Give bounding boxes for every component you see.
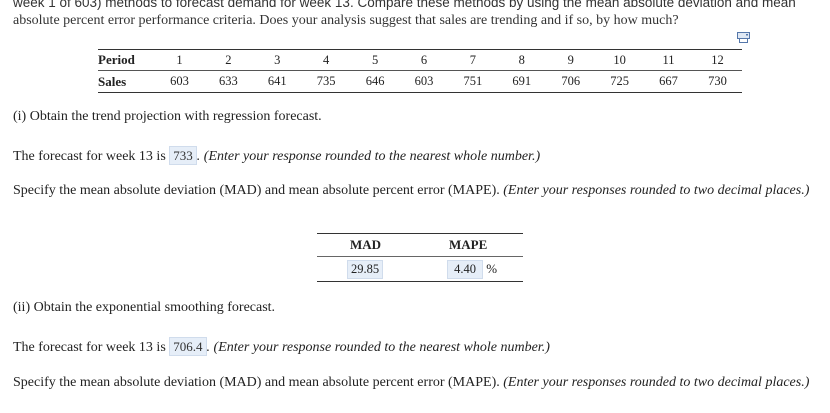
mape-cell: 4.40 % bbox=[420, 256, 523, 282]
mape-header: MAPE bbox=[420, 233, 523, 257]
sales-cell: 646 bbox=[350, 70, 400, 93]
sales-row: Sales 603 633 641 735 646 603 751 691 70… bbox=[98, 70, 742, 93]
part2-forecast-line: The forecast for week 13 is 706.4. (Ente… bbox=[13, 337, 550, 356]
period-cell: 9 bbox=[546, 49, 596, 71]
part1-heading: (i) Obtain the trend projection with reg… bbox=[13, 109, 322, 124]
part2-mad-prompt-text: Specify the mean absolute deviation (MAD… bbox=[13, 375, 500, 390]
part2-mad-hint: (Enter your responses rounded to two dec… bbox=[503, 375, 810, 390]
part1-forecast-line: The forecast for week 13 is 733. (Enter … bbox=[13, 146, 540, 165]
sales-cell: 603 bbox=[155, 70, 204, 93]
mad-cell: 29.85 bbox=[317, 256, 420, 282]
part1-results-table: MAD MAPE 29.85 4.40 % bbox=[317, 233, 523, 282]
mape-answer[interactable]: 4.40 bbox=[447, 259, 483, 279]
period-cell: 8 bbox=[497, 49, 547, 71]
part2-forecast-prefix: The forecast for week 13 is bbox=[13, 340, 166, 355]
sales-cell: 603 bbox=[399, 70, 449, 93]
part1-forecast-answer[interactable]: 733 bbox=[169, 146, 197, 165]
period-cell: 2 bbox=[203, 49, 253, 71]
sales-cell: 751 bbox=[448, 70, 498, 93]
part1-mad-prompt-text: Specify the mean absolute deviation (MAD… bbox=[13, 183, 500, 198]
mad-answer[interactable]: 29.85 bbox=[347, 259, 383, 279]
sales-cell: 641 bbox=[252, 70, 302, 93]
sales-header: Sales bbox=[98, 70, 155, 93]
sales-cell: 633 bbox=[203, 70, 253, 93]
period-cell: 6 bbox=[399, 49, 449, 71]
mad-header: MAD bbox=[317, 233, 420, 257]
intro-line-2: absolute percent error performance crite… bbox=[13, 13, 679, 28]
sales-cell: 725 bbox=[595, 70, 645, 93]
sales-cell: 730 bbox=[692, 70, 742, 93]
part1-mad-prompt: Specify the mean absolute deviation (MAD… bbox=[13, 182, 823, 199]
sales-cell: 667 bbox=[644, 70, 693, 93]
sales-cell: 706 bbox=[546, 70, 596, 93]
period-cell: 10 bbox=[595, 49, 645, 71]
part2-heading: (ii) Obtain the exponential smoothing fo… bbox=[13, 300, 276, 315]
period-cell: 4 bbox=[301, 49, 351, 71]
problem-intro: week 1 of 603) methods to forecast deman… bbox=[13, 0, 818, 29]
sales-cell: 735 bbox=[301, 70, 351, 93]
intro-line-1: week 1 of 603) methods to forecast deman… bbox=[13, 0, 796, 10]
sales-cell: 691 bbox=[497, 70, 547, 93]
period-cell: 7 bbox=[448, 49, 498, 71]
period-row: Period 1 2 3 4 5 6 7 8 9 10 11 12 bbox=[98, 49, 742, 71]
period-cell: 3 bbox=[252, 49, 302, 71]
period-cell: 1 bbox=[155, 49, 204, 71]
results-header-row: MAD MAPE bbox=[317, 233, 523, 257]
period-header: Period bbox=[98, 49, 155, 71]
part1-mad-hint: (Enter your responses rounded to two dec… bbox=[503, 183, 810, 198]
part2-forecast-answer[interactable]: 706.4 bbox=[169, 337, 207, 356]
part2-forecast-hint: . (Enter your response rounded to the ne… bbox=[206, 340, 550, 355]
print-icon[interactable] bbox=[737, 32, 750, 43]
results-value-row: 29.85 4.40 % bbox=[317, 256, 523, 282]
period-cell: 5 bbox=[350, 49, 400, 71]
part2-mad-prompt: Specify the mean absolute deviation (MAD… bbox=[13, 374, 823, 391]
data-table: Period 1 2 3 4 5 6 7 8 9 10 11 12 Sales … bbox=[98, 49, 742, 93]
part1-forecast-hint: . (Enter your response rounded to the ne… bbox=[196, 149, 541, 164]
period-cell: 11 bbox=[644, 49, 693, 71]
part1-forecast-prefix: The forecast for week 13 is bbox=[13, 149, 166, 164]
mape-unit: % bbox=[486, 260, 498, 276]
period-cell: 12 bbox=[692, 49, 742, 71]
